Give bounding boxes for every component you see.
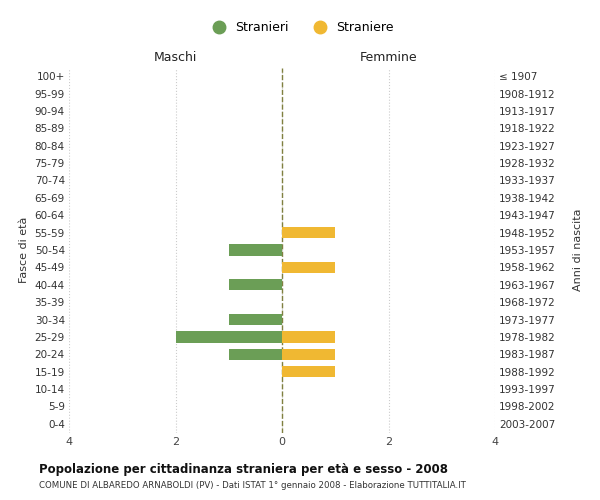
- Y-axis label: Fasce di età: Fasce di età: [19, 217, 29, 283]
- Bar: [229, 279, 282, 290]
- Text: Femmine: Femmine: [359, 51, 418, 64]
- Bar: [282, 332, 335, 342]
- Legend: Stranieri, Straniere: Stranieri, Straniere: [202, 16, 398, 40]
- Bar: [282, 262, 335, 273]
- Y-axis label: Anni di nascita: Anni di nascita: [572, 209, 583, 291]
- Bar: [176, 332, 282, 342]
- Text: Maschi: Maschi: [154, 51, 197, 64]
- Bar: [282, 348, 335, 360]
- Bar: [282, 366, 335, 378]
- Bar: [229, 348, 282, 360]
- Bar: [229, 244, 282, 256]
- Text: Popolazione per cittadinanza straniera per età e sesso - 2008: Popolazione per cittadinanza straniera p…: [39, 462, 448, 475]
- Bar: [282, 227, 335, 238]
- Text: COMUNE DI ALBAREDO ARNABOLDI (PV) - Dati ISTAT 1° gennaio 2008 - Elaborazione TU: COMUNE DI ALBAREDO ARNABOLDI (PV) - Dati…: [39, 481, 466, 490]
- Bar: [229, 314, 282, 325]
